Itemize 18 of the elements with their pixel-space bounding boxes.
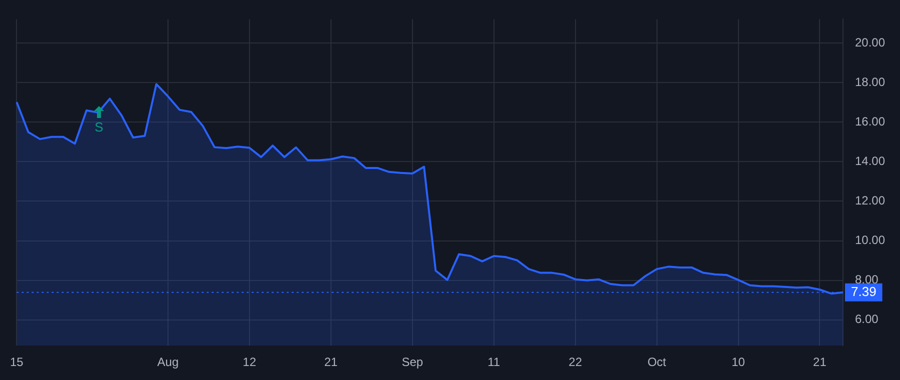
x-tick-label: 21 [324,355,338,370]
y-tick-label: 10.00 [855,233,886,248]
y-tick-label: 14.00 [855,154,886,168]
y-tick-label: 12.00 [855,194,886,208]
x-tick-label: 15 [10,355,24,370]
x-tick-label: 22 [568,355,582,370]
x-tick-label: Oct [647,355,667,370]
y-tick-label: 18.00 [855,74,886,89]
x-tick-label: 11 [488,355,500,370]
annotation: S [94,120,104,135]
y-tick-label: 20.00 [855,35,886,50]
x-tick-label: 21 [813,355,827,370]
y-tick-label: 16.00 [855,114,886,128]
x-tick-label: Sep [402,355,424,370]
x-tick-label: 10 [732,355,746,370]
y-tick-label: 6.00 [855,312,879,326]
x-tick-label: 12 [242,355,256,370]
x-tick-label: Aug [157,355,179,370]
